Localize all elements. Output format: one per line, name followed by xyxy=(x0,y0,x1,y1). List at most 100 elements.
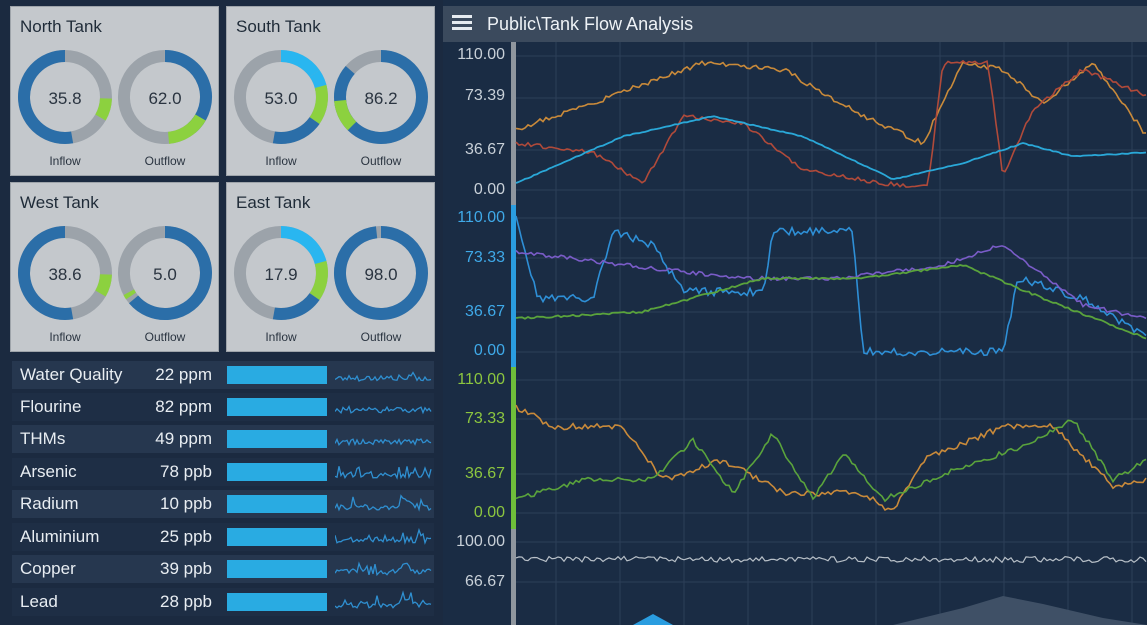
series-line xyxy=(515,404,1147,512)
inflow-gauge: 38.6 Inflow xyxy=(15,223,115,344)
sparkline-trace xyxy=(335,561,432,577)
axis-tick-label: 0.00 xyxy=(473,181,505,198)
gauge-primary-arc xyxy=(272,116,320,144)
gauge-accent-arc xyxy=(95,97,112,121)
sparkline xyxy=(335,494,432,512)
quality-name: THMs xyxy=(20,429,66,448)
series-line xyxy=(515,245,1147,320)
table-row: Water Quality 22 ppm xyxy=(12,361,434,389)
gauge-label: Outflow xyxy=(360,330,402,344)
gauge-accent-arc xyxy=(334,99,357,131)
outflow-gauge: 86.2 Outflow xyxy=(331,47,431,168)
table-row: Arsenic 78 ppb xyxy=(12,458,434,486)
flow-chart xyxy=(511,42,1147,625)
series-line xyxy=(515,115,1147,184)
gauge-accent-arc xyxy=(309,260,328,300)
quality-name: Lead xyxy=(20,592,58,611)
gauge-value: 53.0 xyxy=(264,89,298,108)
axis-tick-label: 73.33 xyxy=(464,410,505,427)
gauge-value: 35.8 xyxy=(48,89,82,108)
gauge-label: Outflow xyxy=(144,330,186,344)
sparkline xyxy=(335,527,432,545)
area-fill xyxy=(893,596,1147,625)
axis-tick-label: 66.67 xyxy=(464,573,505,590)
quality-name: Arsenic xyxy=(20,462,77,481)
table-row: Copper 39 ppb xyxy=(12,555,434,583)
quality-name: Aluminium xyxy=(20,527,100,546)
axis-tick-label: 73.33 xyxy=(464,249,505,266)
axis-tick-label: 36.67 xyxy=(464,303,505,320)
donut-ring xyxy=(117,226,212,320)
series-line xyxy=(515,215,1147,357)
donut-ring xyxy=(17,50,112,144)
sparkline-trace xyxy=(335,437,432,447)
axis-tick-label: 110.00 xyxy=(457,371,505,388)
series-line xyxy=(515,60,1147,146)
level-bar xyxy=(227,463,327,481)
axis-tick-label: 110.00 xyxy=(457,209,505,226)
inflow-gauge: 53.0 Inflow xyxy=(231,47,331,168)
sparkline xyxy=(335,561,432,577)
panel-titlebar: Public\Tank Flow Analysis xyxy=(443,6,1147,42)
quality-value: 49 ppm xyxy=(155,429,212,448)
inflow-gauge: 17.9 Inflow xyxy=(231,223,331,344)
axis-tick-label: 0.00 xyxy=(473,504,505,521)
gauge-primary-arc xyxy=(129,226,212,320)
level-bar xyxy=(227,495,327,513)
gauge-accent-arc xyxy=(167,114,206,144)
level-bar xyxy=(227,430,327,448)
level-bar xyxy=(227,528,327,546)
table-row: Flourine 82 ppm xyxy=(12,393,434,421)
donut-ring xyxy=(333,226,428,320)
tank-tile-south: South Tank 53.0 Inflow 86.2 Outflow xyxy=(226,6,435,176)
quality-name: Radium xyxy=(20,494,79,513)
gauge-accent-arc xyxy=(309,84,328,124)
gauge-label: Outflow xyxy=(360,154,402,168)
gauge-label: Inflow xyxy=(265,330,297,344)
axis-tick-label: 36.67 xyxy=(464,465,505,482)
donut-ring xyxy=(333,50,428,144)
donut-ring xyxy=(117,50,212,144)
table-row: Aluminium 25 ppb xyxy=(12,523,434,551)
quality-value: 78 ppb xyxy=(160,462,212,481)
axis-tick-label: 73.39 xyxy=(464,87,505,104)
quality-value: 28 ppb xyxy=(160,592,212,611)
level-bar xyxy=(227,593,327,611)
quality-value: 22 ppm xyxy=(155,365,212,384)
table-row: THMs 49 ppm xyxy=(12,425,434,453)
gauge-value: 62.0 xyxy=(148,89,182,108)
axis-bar xyxy=(511,367,516,529)
sparkline-trace xyxy=(335,494,432,512)
gauge-value: 86.2 xyxy=(364,89,398,108)
sparkline xyxy=(335,405,432,415)
panel-title: Public\Tank Flow Analysis xyxy=(487,14,694,34)
table-row: Lead 28 ppb xyxy=(12,588,434,616)
quality-value: 82 ppm xyxy=(155,397,212,416)
sparkline-trace xyxy=(335,590,432,609)
gauge-label: Inflow xyxy=(49,154,81,168)
gauge-primary-arc xyxy=(18,50,74,144)
sparkline-trace xyxy=(335,466,432,480)
tank-tile-east: East Tank 17.9 Inflow 98.0 Outflow xyxy=(226,182,435,352)
level-bar xyxy=(227,366,327,384)
donut-ring xyxy=(233,50,328,144)
donut-ring xyxy=(233,226,328,320)
gauge-label: Inflow xyxy=(49,330,81,344)
gauge-primary-arc xyxy=(18,226,74,320)
axis-tick-label: 36.67 xyxy=(464,141,505,158)
sparkline xyxy=(335,590,432,609)
series-line xyxy=(515,555,1147,564)
tank-title: West Tank xyxy=(20,193,99,212)
series-line xyxy=(515,59,1147,188)
gauge-label: Outflow xyxy=(144,154,186,168)
quality-value: 39 ppb xyxy=(160,559,212,578)
quality-value: 10 ppb xyxy=(160,494,212,513)
tank-tile-west: West Tank 38.6 Inflow 5.0 Outflow xyxy=(10,182,219,352)
sparkline xyxy=(335,371,432,382)
gauge-primary-arc xyxy=(334,226,428,320)
axis-tick-label: 100.00 xyxy=(456,533,505,550)
hamburger-menu-icon[interactable] xyxy=(452,15,472,33)
gauge-primary-arc xyxy=(280,50,320,78)
sparkline-trace xyxy=(335,371,432,382)
quality-name: Flourine xyxy=(20,397,82,416)
